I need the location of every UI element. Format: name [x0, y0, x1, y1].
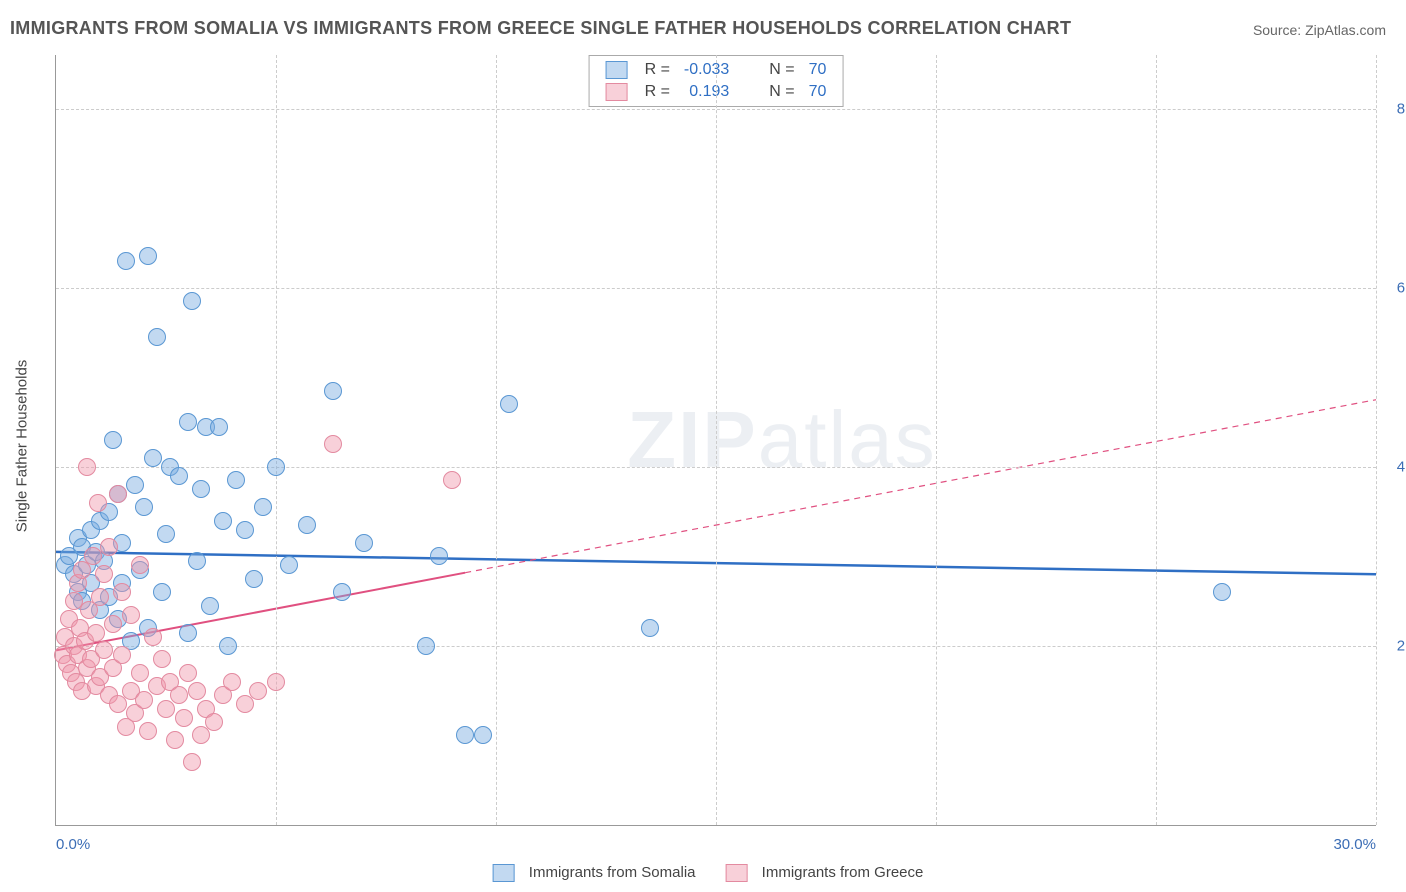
data-point-somalia [179, 624, 197, 642]
legend-n-value: 70 [803, 60, 833, 80]
v-gridline [936, 55, 937, 825]
data-point-greece [113, 583, 131, 601]
x-tick-label: 30.0% [1333, 836, 1376, 853]
data-point-somalia [245, 570, 263, 588]
data-point-somalia [192, 480, 210, 498]
data-point-somalia [153, 583, 171, 601]
data-point-somalia [139, 247, 157, 265]
data-point-somalia [135, 498, 153, 516]
data-point-greece [87, 624, 105, 642]
watermark: ZIPatlas [627, 394, 936, 486]
data-point-greece [131, 664, 149, 682]
data-point-somalia [157, 525, 175, 543]
data-point-somalia [227, 471, 245, 489]
data-point-somalia [474, 726, 492, 744]
x-tick-label: 0.0% [56, 836, 90, 853]
scatter-chart: ZIPatlas R =-0.033N =70R =0.193N =70 2.0… [55, 55, 1376, 826]
y-tick-label: 4.0% [1381, 458, 1406, 475]
data-point-greece [443, 471, 461, 489]
data-point-somalia [236, 521, 254, 539]
data-point-somalia [324, 382, 342, 400]
data-point-somalia [298, 516, 316, 534]
data-point-greece [170, 686, 188, 704]
v-gridline [496, 55, 497, 825]
data-point-somalia [430, 547, 448, 565]
data-point-greece [192, 726, 210, 744]
legend-item-greece: Immigrants from Greece [716, 864, 924, 881]
data-point-somalia [170, 467, 188, 485]
y-tick-label: 6.0% [1381, 279, 1406, 296]
v-gridline [716, 55, 717, 825]
data-point-greece [95, 565, 113, 583]
data-point-greece [183, 753, 201, 771]
y-axis-label: Single Father Households [14, 360, 31, 533]
data-point-somalia [214, 512, 232, 530]
series-legend: Immigrants from Somalia Immigrants from … [473, 864, 934, 882]
v-gridline [1376, 55, 1377, 825]
y-tick-label: 2.0% [1381, 637, 1406, 654]
data-point-greece [78, 458, 96, 476]
legend-r-prefix: R = [639, 60, 676, 80]
data-point-somalia [267, 458, 285, 476]
v-gridline [1156, 55, 1157, 825]
data-point-greece [135, 691, 153, 709]
data-point-greece [166, 731, 184, 749]
data-point-greece [113, 646, 131, 664]
data-point-greece [131, 556, 149, 574]
data-point-greece [139, 722, 157, 740]
data-point-somalia [117, 252, 135, 270]
data-point-greece [100, 538, 118, 556]
data-point-somalia [417, 637, 435, 655]
data-point-somalia [355, 534, 373, 552]
legend-n-prefix: N = [763, 82, 800, 102]
data-point-somalia [456, 726, 474, 744]
data-point-somalia [183, 292, 201, 310]
data-point-greece [205, 713, 223, 731]
y-tick-label: 8.0% [1381, 100, 1406, 117]
data-point-somalia [144, 449, 162, 467]
data-point-somalia [188, 552, 206, 570]
legend-r-value: 0.193 [678, 82, 735, 102]
chart-title: IMMIGRANTS FROM SOMALIA VS IMMIGRANTS FR… [10, 18, 1071, 39]
data-point-greece [109, 695, 127, 713]
data-point-somalia [280, 556, 298, 574]
data-point-somalia [179, 413, 197, 431]
legend-item-somalia: Immigrants from Somalia [483, 864, 696, 881]
data-point-greece [324, 435, 342, 453]
data-point-greece [89, 494, 107, 512]
data-point-somalia [254, 498, 272, 516]
data-point-greece [267, 673, 285, 691]
data-point-greece [188, 682, 206, 700]
data-point-greece [175, 709, 193, 727]
data-point-greece [104, 615, 122, 633]
data-point-greece [144, 628, 162, 646]
data-point-somalia [219, 637, 237, 655]
source-label: Source: ZipAtlas.com [1253, 22, 1386, 38]
data-point-greece [122, 606, 140, 624]
v-gridline [276, 55, 277, 825]
legend-r-prefix: R = [639, 82, 676, 102]
data-point-greece [249, 682, 267, 700]
data-point-somalia [333, 583, 351, 601]
data-point-somalia [126, 476, 144, 494]
data-point-somalia [210, 418, 228, 436]
data-point-greece [91, 588, 109, 606]
legend-r-value: -0.033 [678, 60, 735, 80]
data-point-somalia [104, 431, 122, 449]
data-point-somalia [500, 395, 518, 413]
data-point-greece [223, 673, 241, 691]
data-point-greece [236, 695, 254, 713]
data-point-somalia [1213, 583, 1231, 601]
data-point-greece [179, 664, 197, 682]
data-point-somalia [201, 597, 219, 615]
data-point-somalia [641, 619, 659, 637]
data-point-greece [157, 700, 175, 718]
data-point-greece [95, 641, 113, 659]
legend-n-prefix: N = [763, 60, 800, 80]
data-point-greece [109, 485, 127, 503]
legend-n-value: 70 [803, 82, 833, 102]
data-point-greece [153, 650, 171, 668]
data-point-somalia [148, 328, 166, 346]
